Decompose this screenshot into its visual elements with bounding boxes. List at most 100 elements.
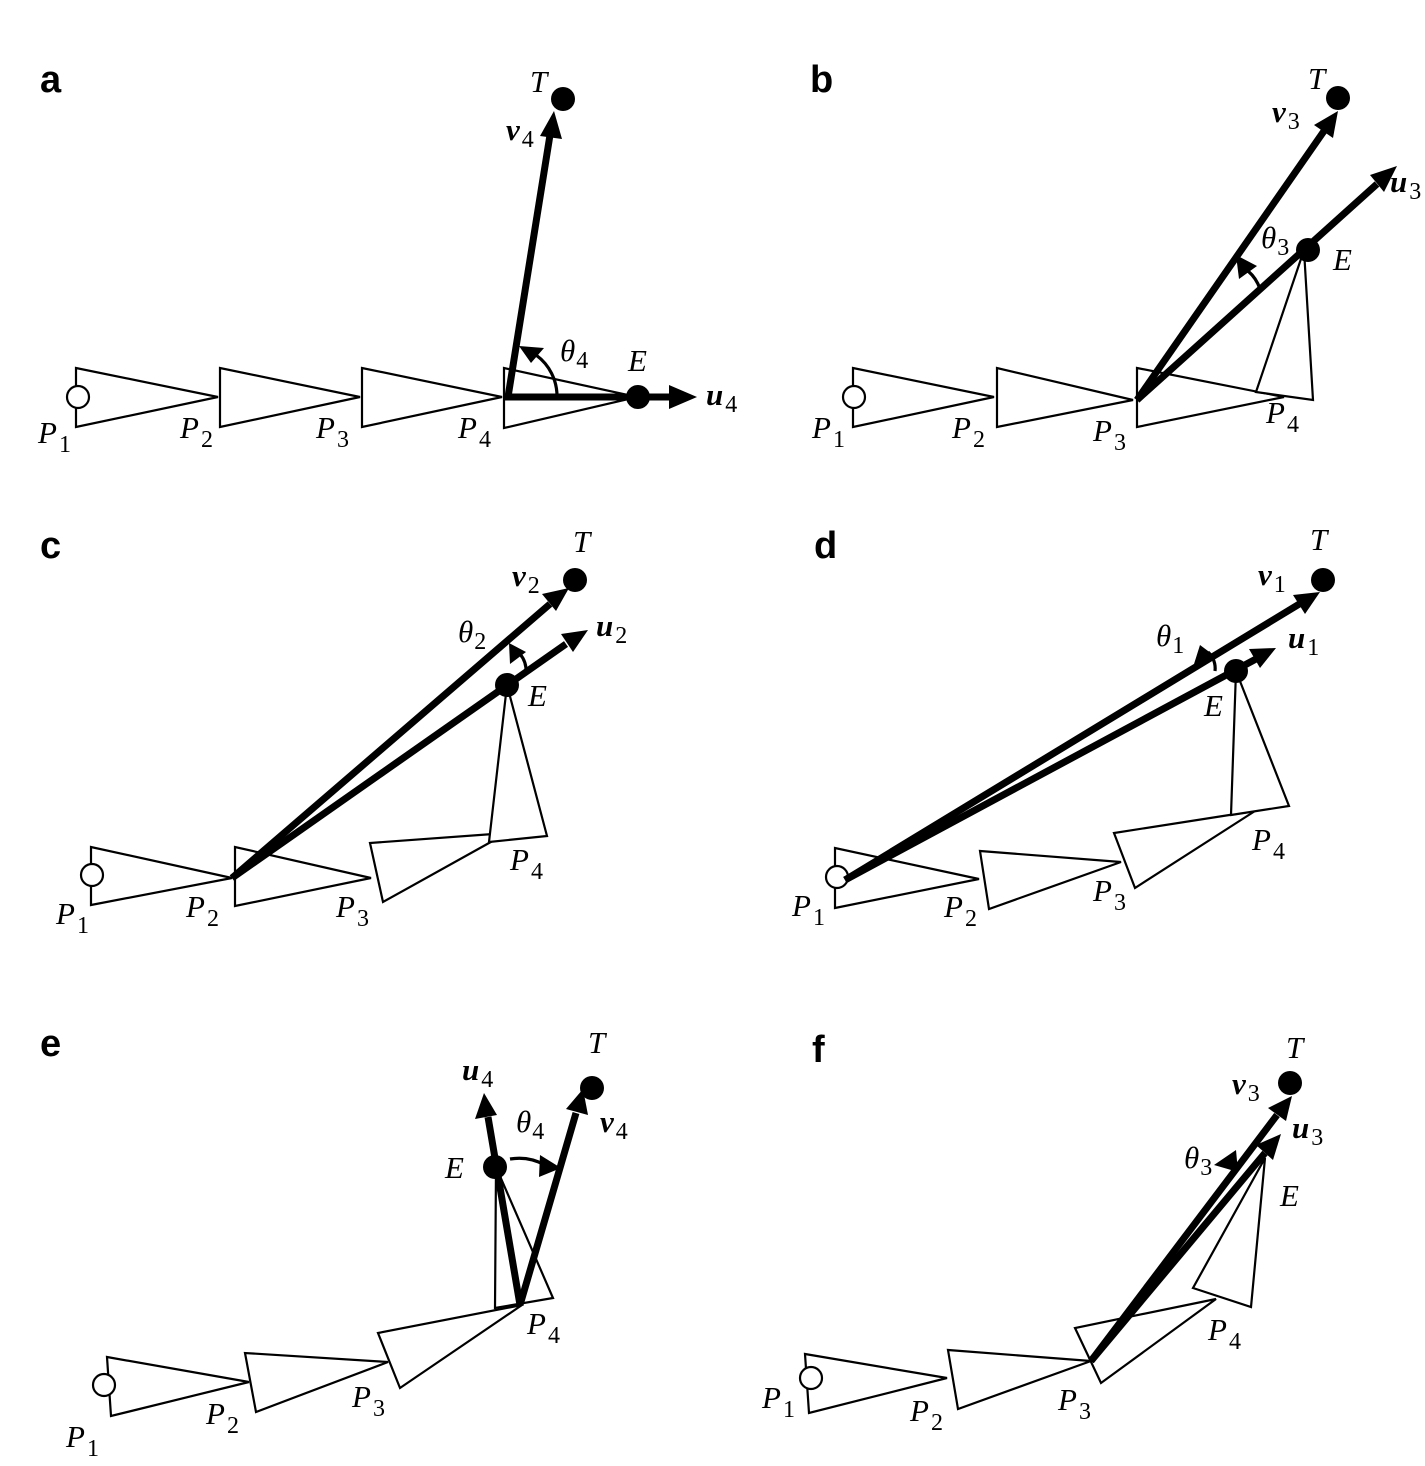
v-arrowhead	[1314, 111, 1338, 138]
link-4	[487, 684, 549, 844]
u-name: u	[1288, 620, 1305, 655]
u-arrowhead	[1256, 1134, 1281, 1160]
joint-sub: 3	[373, 1396, 385, 1422]
v-arrowhead	[542, 588, 569, 611]
v-vector	[1088, 1112, 1280, 1364]
panel-label: a	[40, 59, 62, 101]
joint-name: P	[65, 1419, 85, 1454]
u-sub: 4	[481, 1067, 493, 1093]
link-4	[1254, 249, 1315, 402]
target-dot	[563, 568, 587, 592]
joint-sub: 3	[337, 427, 349, 453]
u-vector	[843, 655, 1258, 884]
joint-name: P	[351, 1379, 371, 1414]
base-joint	[91, 1372, 117, 1398]
joint-label-2: P2	[943, 889, 977, 932]
v-vector	[229, 601, 553, 881]
panel-label: d	[814, 525, 837, 567]
link-3	[376, 1303, 523, 1390]
target-dot	[1311, 568, 1335, 592]
theta-label: θ2	[458, 614, 486, 655]
theta-label: θ3	[1184, 1140, 1212, 1181]
theta-name: θ	[560, 333, 575, 368]
link-2	[243, 1351, 389, 1414]
joint-sub: 3	[1079, 1399, 1091, 1425]
joint-name: P	[509, 842, 529, 877]
end-effector-dot	[495, 673, 519, 697]
joint-name: P	[791, 888, 811, 923]
joint-name: P	[943, 889, 963, 924]
theta-sub: 2	[474, 629, 486, 655]
panel-f: f T E v3 u3 θ3 P1 P2 P3 P4	[761, 1029, 1323, 1436]
theta-sub: 3	[1200, 1155, 1212, 1181]
u-label: u4	[706, 377, 737, 418]
u-arrowhead	[475, 1093, 497, 1119]
joint-name: P	[1265, 395, 1285, 430]
v-vector	[516, 1112, 580, 1306]
joint-name: P	[1092, 413, 1112, 448]
end-effector-dot	[483, 1155, 507, 1179]
joint-sub: 1	[59, 432, 71, 458]
target-label: T	[530, 64, 550, 99]
link-4	[1191, 1157, 1267, 1309]
theta-name: θ	[1184, 1140, 1199, 1175]
joint-name: P	[179, 410, 199, 445]
joint-label-2: P2	[951, 410, 985, 453]
joint-sub: 2	[207, 906, 219, 932]
link-2	[978, 849, 1122, 911]
v-arrowhead	[1293, 592, 1320, 614]
theta-label: θ4	[560, 333, 588, 374]
theta-label: θ4	[516, 1104, 544, 1145]
v-sub: 2	[528, 573, 540, 599]
v-label: v4	[506, 112, 534, 153]
joint-name: P	[1251, 822, 1271, 857]
joint-label-3: P3	[351, 1379, 385, 1422]
u-arrowhead	[1249, 648, 1276, 668]
theta-arc	[518, 652, 528, 673]
joint-label-1: P1	[37, 415, 71, 458]
end-effector-label: E	[1203, 688, 1223, 723]
target-label: T	[1310, 522, 1330, 557]
v-name: v	[600, 1104, 615, 1139]
joint-sub: 1	[87, 1436, 99, 1462]
theta-arrowhead	[539, 1155, 561, 1177]
v-label: v2	[512, 558, 540, 599]
theta-arc	[535, 353, 559, 398]
base-joint	[798, 1365, 824, 1391]
joint-name: P	[55, 896, 75, 931]
panel-label: c	[40, 525, 61, 567]
joint-label-2: P2	[205, 1396, 239, 1439]
joint-name: P	[205, 1396, 225, 1431]
theta-arc	[1246, 269, 1262, 290]
v-vector	[504, 134, 554, 398]
joint-label-4: P4	[457, 410, 491, 453]
joint-name: P	[526, 1306, 546, 1341]
base-joint	[79, 862, 105, 888]
v-label: v3	[1272, 94, 1300, 135]
end-effector-dot	[1224, 659, 1248, 683]
v-name: v	[512, 558, 527, 593]
joint-name: P	[1207, 1312, 1227, 1347]
joint-sub: 3	[1114, 430, 1126, 456]
joint-label-3: P3	[1092, 873, 1126, 916]
joint-sub: 1	[833, 427, 845, 453]
joint-sub: 3	[1114, 890, 1126, 916]
joint-name: P	[1057, 1382, 1077, 1417]
link-1	[851, 366, 995, 429]
joint-label-4: P4	[509, 842, 543, 885]
joint-label-2: P2	[185, 889, 219, 932]
u-name: u	[1390, 164, 1407, 199]
joint-label-1: P1	[55, 896, 89, 939]
theta-arrowhead	[509, 643, 526, 664]
panel-a: a T E v4 u4 θ4 P1 P2 P3 P4	[37, 59, 737, 458]
target-label: T	[573, 524, 593, 559]
joint-sub: 3	[357, 906, 369, 932]
link-4	[1229, 670, 1291, 817]
end-effector-label: E	[627, 343, 647, 378]
v-label: v3	[1232, 1066, 1260, 1107]
joint-label-1: P1	[791, 888, 825, 931]
u-name: u	[1292, 1110, 1309, 1145]
theta-name: θ	[1261, 220, 1276, 255]
theta-arrowhead	[519, 346, 544, 363]
panel-b: b T E v3 u3 θ3 P1 P2 P3 P4	[810, 59, 1421, 456]
